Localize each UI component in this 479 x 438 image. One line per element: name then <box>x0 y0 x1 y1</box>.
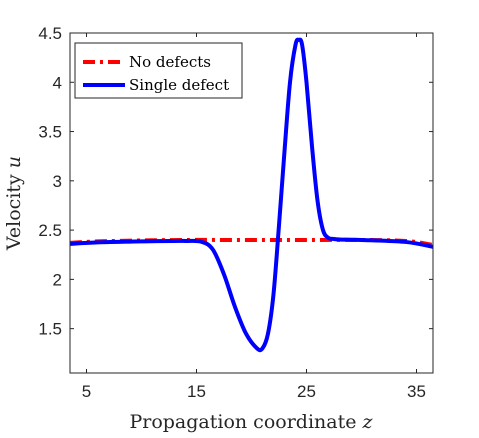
x-tick-label: 35 <box>407 382 426 401</box>
legend: No defects Single defect <box>74 42 243 99</box>
series-layer <box>70 37 433 353</box>
plot-frame <box>69 32 434 374</box>
x-axis-label-text: Propagation coordinate <box>129 411 356 433</box>
y-axis-ticks: 1.5 2 2.5 3 3.5 4 4.5 <box>38 24 433 339</box>
series-line-single-defect <box>70 37 433 353</box>
x-tick-label: 5 <box>82 382 91 401</box>
x-tick-label: 15 <box>187 382 206 401</box>
y-tick-label: 4.5 <box>38 24 62 43</box>
series-line-no-defects <box>70 237 433 247</box>
y-tick-label: 3.5 <box>38 123 62 142</box>
y-tick-label: 3 <box>53 172 62 191</box>
x-axis-label-var: z <box>362 411 374 433</box>
legend-label-single-defect: Single defect <box>129 76 229 94</box>
y-tick-label: 4 <box>53 73 62 92</box>
legend-label-no-defects: No defects <box>129 53 211 71</box>
x-tick-label: 25 <box>297 382 316 401</box>
y-axis-label: Velocity u <box>3 156 25 251</box>
x-axis-label: Propagation coordinate z <box>129 411 373 433</box>
y-axis-label-text: Velocity <box>3 174 25 251</box>
y-tick-label: 2.5 <box>38 221 62 240</box>
y-axis-label-var: u <box>3 156 25 168</box>
y-tick-label: 1.5 <box>38 320 62 339</box>
x-axis-ticks: 5 15 25 35 <box>82 33 426 401</box>
y-tick-label: 2 <box>53 270 62 289</box>
legend-box <box>74 42 243 99</box>
